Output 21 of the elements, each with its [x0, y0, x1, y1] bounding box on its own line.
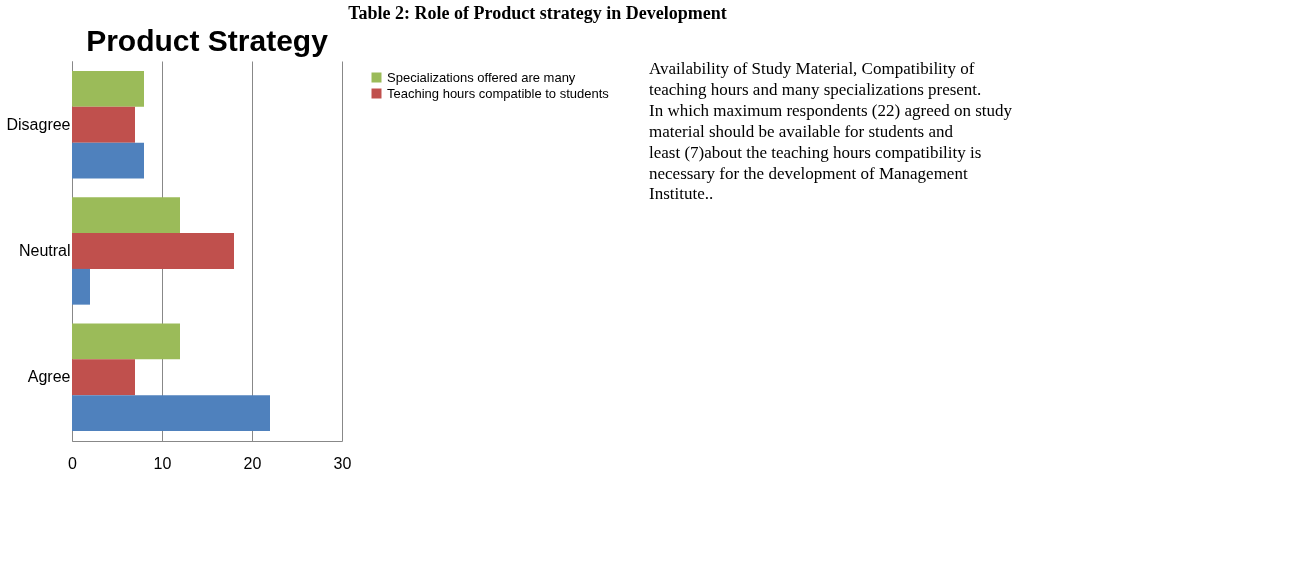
text: Availability of Study Material, Compatibility of teaching hours and many specializations present. In which maximum respondents (22) agreed on study material should be available for students and least (7)about the teaching hours compatibility is necessary for the development of Management Institute..	[649, 59, 1013, 204]
bar	[72, 106, 135, 143]
y-tick-label: Neutral	[18, 242, 71, 259]
x-tick-label: 30	[333, 454, 352, 472]
bar	[72, 395, 270, 431]
y-tick-label: Disagree	[6, 115, 71, 133]
chart-title: Product Strategy	[86, 24, 329, 57]
bar	[72, 233, 234, 269]
bar	[72, 359, 135, 396]
caption: Table 2: Role of Product strategy in Development	[348, 3, 727, 23]
y-tick-label: Agree	[27, 368, 71, 386]
x-tick-label: 0	[68, 454, 78, 472]
bar	[72, 268, 90, 305]
bar	[72, 71, 144, 107]
bar	[72, 142, 144, 179]
x-tick-label: 10	[153, 454, 172, 472]
bar	[72, 323, 180, 360]
x-tick-label: 20	[243, 454, 262, 472]
legend-label: Specializations offered are many	[387, 69, 576, 85]
legend-label: Teaching hours compatible to students	[387, 85, 610, 101]
bar	[72, 197, 180, 234]
